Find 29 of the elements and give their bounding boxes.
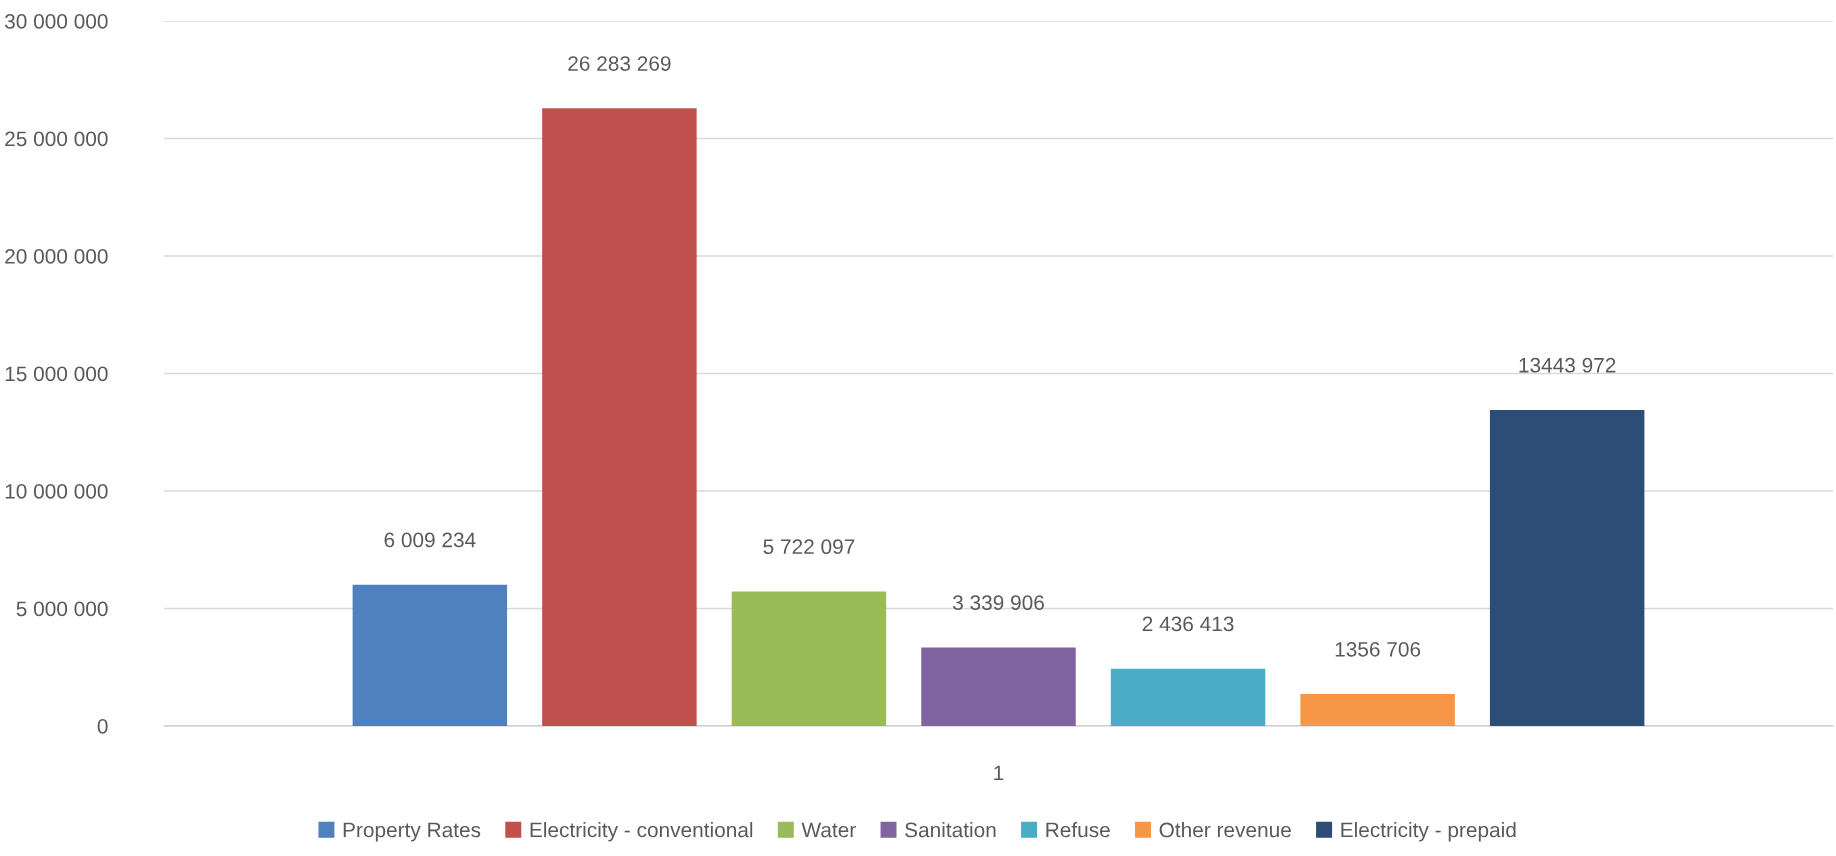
x-tick-label: 1 [994,765,1004,780]
legend-label: Other revenue [1159,822,1291,838]
y-tick-label: 15 000 000 [5,366,108,382]
data-label: 3 339 906 [952,595,1044,611]
y-tick-label: 5 000 000 [16,601,108,617]
legend-label: Electricity - conventional [530,822,753,842]
bar [1110,668,1266,726]
legend-label: Refuse [1046,822,1110,838]
legend-label: Property Rates [343,822,481,842]
legend-label: Water [801,822,856,838]
bar [731,591,887,726]
data-label: 13443 972 [1519,357,1616,373]
y-tick-label: 20 000 000 [5,249,108,264]
bar [352,584,508,726]
data-label: 1356 706 [1335,641,1421,657]
data-label: 6 009 234 [384,532,476,548]
data-label: 5 722 097 [763,539,855,555]
bar [1300,694,1455,726]
bar [542,108,697,726]
y-tick-label: 30 000 000 [4,14,108,29]
y-tick-label: 25 000 000 [5,131,108,147]
y-tick-label: 0 [97,719,108,734]
data-label: 2 436 413 [1142,616,1234,632]
bar [921,647,1076,726]
y-tick-label: 10 000 000 [5,484,108,499]
legend-label: Electricity - prepaid [1341,822,1516,842]
bar [1489,410,1645,726]
data-label: 26 283 269 [568,56,671,71]
legend-label: Sanitation [905,822,996,838]
